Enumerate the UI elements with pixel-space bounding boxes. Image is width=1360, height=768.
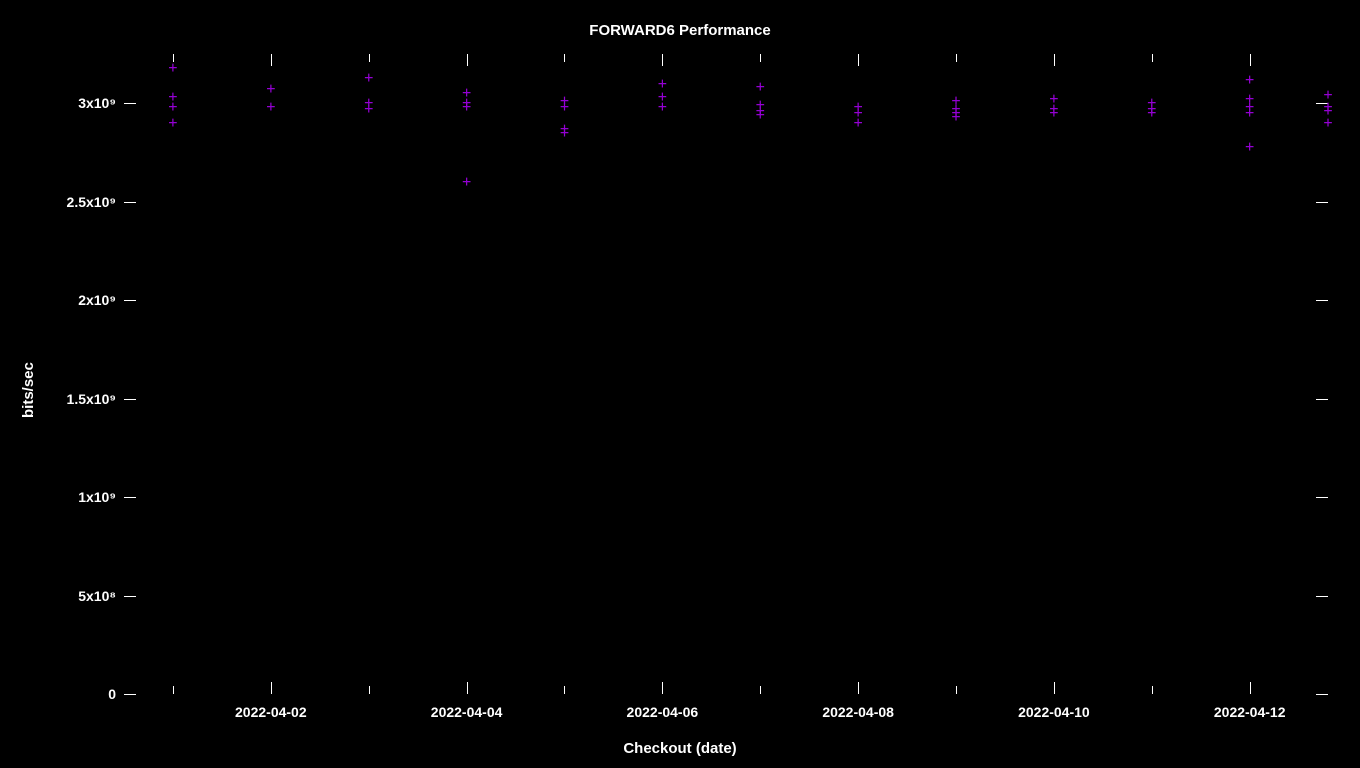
y-tick-label: 3x10⁹ — [78, 95, 116, 111]
x-tick-major — [1250, 54, 1251, 66]
y-tick — [1316, 596, 1328, 597]
y-tick — [124, 202, 136, 203]
x-tick-major — [1250, 682, 1251, 694]
y-axis-label: bits/sec — [20, 362, 37, 418]
x-axis-label: Checkout (date) — [0, 740, 1360, 757]
y-tick — [1316, 202, 1328, 203]
x-tick-major — [271, 682, 272, 694]
data-point: + — [462, 175, 471, 190]
data-point: + — [462, 100, 471, 115]
chart-container: FORWARD6 Performance bits/sec Checkout (… — [0, 0, 1360, 768]
data-point: + — [168, 60, 177, 75]
y-tick-label: 5x10⁸ — [78, 588, 116, 604]
x-tick-label: 2022-04-06 — [627, 704, 699, 720]
y-tick-label: 2x10⁹ — [78, 292, 116, 308]
data-point: + — [1245, 72, 1254, 87]
data-point: + — [658, 100, 667, 115]
y-tick — [124, 103, 136, 104]
data-point: + — [266, 100, 275, 115]
x-tick — [369, 54, 370, 62]
data-point: + — [756, 80, 765, 95]
y-tick — [1316, 300, 1328, 301]
x-tick-label: 2022-04-10 — [1018, 704, 1090, 720]
x-tick-major — [1054, 682, 1055, 694]
y-tick — [1316, 694, 1328, 695]
y-tick — [124, 497, 136, 498]
data-point: + — [364, 70, 373, 85]
y-tick — [124, 694, 136, 695]
x-tick-major — [467, 54, 468, 66]
x-tick — [564, 686, 565, 694]
data-point: + — [1245, 106, 1254, 121]
data-point: + — [560, 100, 569, 115]
x-tick-major — [662, 682, 663, 694]
data-point: + — [1245, 139, 1254, 154]
data-point: + — [168, 115, 177, 130]
x-tick — [956, 686, 957, 694]
x-tick-label: 2022-04-02 — [235, 704, 307, 720]
data-point: + — [1323, 115, 1332, 130]
y-tick-label: 0 — [108, 686, 116, 702]
y-tick — [1316, 399, 1328, 400]
x-tick — [1152, 686, 1153, 694]
data-point: + — [364, 102, 373, 117]
y-tick — [1316, 497, 1328, 498]
x-tick-major — [467, 682, 468, 694]
y-tick — [124, 300, 136, 301]
x-tick-major — [858, 54, 859, 66]
x-tick-major — [858, 682, 859, 694]
x-tick — [369, 686, 370, 694]
y-tick — [124, 399, 136, 400]
data-point: + — [266, 82, 275, 97]
x-tick-label: 2022-04-08 — [822, 704, 894, 720]
data-point: + — [952, 110, 961, 125]
y-tick-label: 1x10⁹ — [78, 489, 116, 505]
data-point: + — [756, 108, 765, 123]
y-tick-label: 2.5x10⁹ — [67, 194, 116, 210]
x-tick — [760, 686, 761, 694]
x-tick-major — [1054, 54, 1055, 66]
x-tick — [564, 54, 565, 62]
x-tick — [1152, 54, 1153, 62]
x-tick-label: 2022-04-12 — [1214, 704, 1286, 720]
x-tick — [956, 54, 957, 62]
x-tick-major — [662, 54, 663, 66]
data-point: + — [1049, 106, 1058, 121]
y-tick-label: 1.5x10⁹ — [67, 391, 116, 407]
data-point: + — [1147, 106, 1156, 121]
data-point: + — [168, 100, 177, 115]
data-point: + — [854, 115, 863, 130]
x-tick — [173, 686, 174, 694]
x-tick-major — [271, 54, 272, 66]
chart-title: FORWARD6 Performance — [0, 22, 1360, 39]
y-tick — [124, 596, 136, 597]
x-tick-label: 2022-04-04 — [431, 704, 503, 720]
x-tick — [760, 54, 761, 62]
data-point: + — [560, 125, 569, 140]
